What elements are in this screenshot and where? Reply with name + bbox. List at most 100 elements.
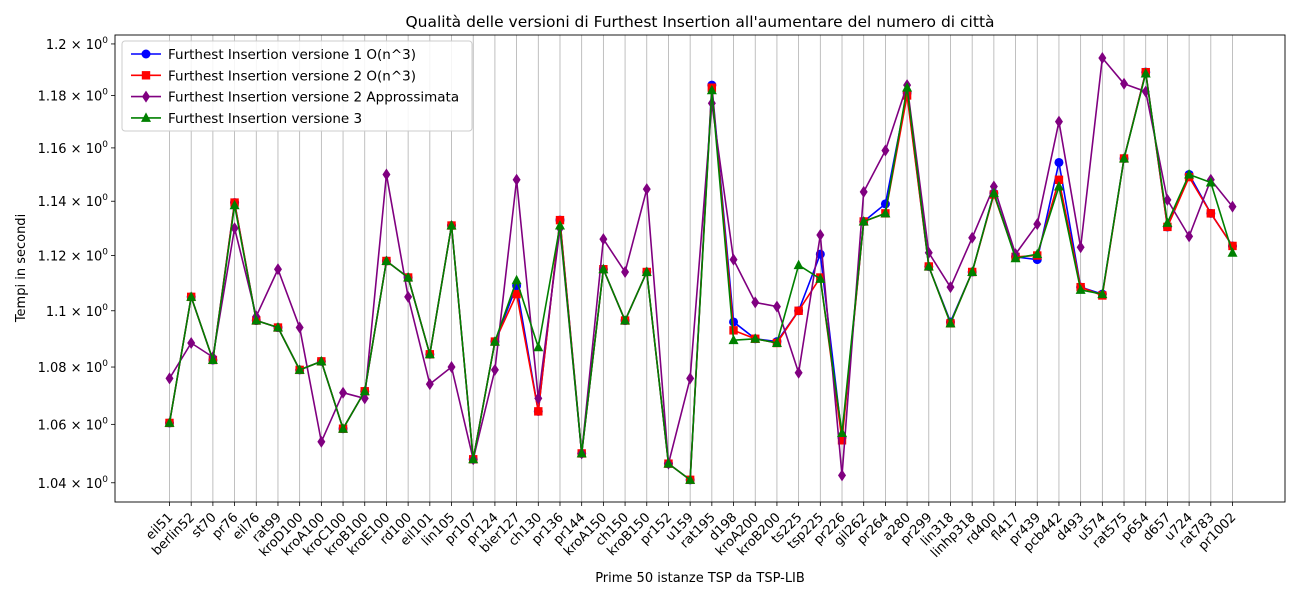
marker-diamond	[989, 180, 998, 193]
marker-triangle	[251, 315, 262, 325]
marker-square	[534, 407, 543, 416]
marker-triangle	[988, 187, 999, 198]
y-tick-label: 1.08 × 100	[38, 359, 109, 376]
series-4	[164, 67, 1238, 484]
legend-item: Furthest Insertion versione 2 Approssima…	[131, 90, 459, 106]
marker-triangle	[338, 423, 349, 433]
marker-triangle	[923, 260, 934, 271]
marker-square	[902, 91, 912, 100]
legend-item: Furthest Insertion versione 1 O(n^3)	[131, 47, 416, 63]
marker-square	[1228, 241, 1237, 251]
marker-triangle	[1032, 248, 1043, 259]
marker-diamond	[599, 233, 608, 246]
y-axis-ticks: 1.04 × 100 1.06 × 100 1.08 × 100 1.1 × 100 1…	[38, 36, 115, 492]
legend: Furthest Insertion versione 1 O(n^3) Furt…	[121, 40, 473, 132]
marker-triangle	[663, 458, 674, 468]
marker-diamond	[881, 144, 890, 157]
plot-frame	[114, 34, 1286, 503]
marker-triangle	[880, 207, 891, 218]
marker-diamond	[1163, 193, 1172, 206]
y-tick-label: 1.1 × 100	[46, 303, 108, 320]
marker-triangle	[1227, 247, 1238, 257]
x-axis-label: Prime 50 istanze TSP da TSP-LIB	[595, 571, 805, 586]
marker-triangle	[533, 341, 544, 352]
marker-diamond	[339, 386, 348, 399]
marker-circle	[141, 49, 151, 59]
legend-label: Furthest Insertion versione 3	[168, 111, 362, 127]
marker-triangle	[771, 337, 782, 347]
marker-triangle	[272, 322, 283, 332]
y-tick-label: 1.18 × 100	[38, 87, 109, 104]
marker-diamond	[317, 435, 326, 448]
marker-diamond	[187, 336, 196, 349]
marker-diamond	[1033, 218, 1042, 231]
marker-triangle	[837, 427, 848, 438]
legend-label: Furthest Insertion versione 2 Approssima…	[168, 90, 459, 106]
y-tick-label: 1.16 × 100	[38, 140, 109, 157]
marker-square	[512, 289, 521, 299]
legend-item: Furthest Insertion versione 3	[131, 111, 362, 127]
y-tick-label: 1.14 × 100	[38, 193, 109, 210]
marker-triangle	[554, 220, 565, 230]
marker-triangle	[186, 291, 197, 301]
marker-triangle	[706, 84, 717, 95]
marker-diamond	[968, 231, 977, 244]
y-tick-label: 1.12 × 100	[38, 248, 109, 265]
marker-triangle	[316, 355, 327, 366]
marker-diamond	[295, 321, 304, 334]
legend-item: Furthest Insertion versione 2 O(n^3)	[131, 68, 416, 84]
marker-square	[794, 306, 803, 315]
marker-triangle	[403, 271, 414, 282]
marker-triangle	[359, 385, 370, 396]
marker-circle	[880, 199, 890, 209]
y-tick-label: 1.06 × 100	[38, 416, 109, 433]
marker-triangle	[576, 447, 587, 458]
marker-square	[141, 71, 151, 80]
marker-triangle	[620, 315, 631, 325]
marker-diamond	[686, 372, 695, 385]
marker-triangle	[685, 474, 696, 484]
marker-triangle	[1162, 217, 1173, 227]
marker-triangle	[598, 263, 609, 274]
marker-square	[1054, 175, 1064, 184]
marker-diamond	[794, 366, 803, 379]
marker-triangle	[1053, 180, 1064, 191]
marker-diamond	[772, 300, 781, 313]
marker-diamond	[534, 392, 543, 405]
marker-triangle	[967, 266, 978, 276]
marker-triangle	[446, 220, 457, 230]
marker-triangle	[1075, 284, 1086, 294]
legend-label: Furthest Insertion versione 1 O(n^3)	[168, 47, 416, 63]
marker-triangle	[1097, 288, 1108, 299]
marker-triangle	[750, 333, 761, 343]
marker-triangle	[902, 82, 913, 92]
marker-diamond	[859, 185, 868, 198]
marker-diamond	[751, 296, 760, 309]
y-axis-label: Tempi in secondi	[14, 214, 29, 323]
marker-diamond	[729, 253, 738, 266]
marker-diamond	[404, 290, 413, 303]
marker-triangle	[468, 453, 479, 464]
marker-triangle	[728, 334, 739, 345]
marker-diamond	[1098, 52, 1107, 65]
marker-diamond	[816, 229, 825, 242]
marker-diamond	[425, 378, 434, 391]
marker-triangle	[229, 199, 240, 210]
marker-square	[1206, 209, 1216, 218]
series-line	[168, 72, 1234, 481]
legend-box	[121, 40, 473, 132]
marker-diamond	[1120, 77, 1129, 90]
marker-triangle	[489, 336, 500, 346]
marker-diamond	[1228, 200, 1237, 213]
marker-circle	[1054, 157, 1064, 167]
marker-diamond	[165, 372, 174, 385]
y-tick-label: 1.04 × 100	[38, 475, 109, 492]
marker-triangle	[164, 417, 175, 427]
marker-diamond	[1054, 115, 1063, 128]
marker-triangle	[511, 274, 522, 285]
marker-diamond	[946, 281, 955, 294]
marker-triangle	[945, 317, 956, 328]
marker-triangle	[1140, 67, 1151, 78]
y-tick-label: 1.2 × 100	[46, 36, 108, 53]
